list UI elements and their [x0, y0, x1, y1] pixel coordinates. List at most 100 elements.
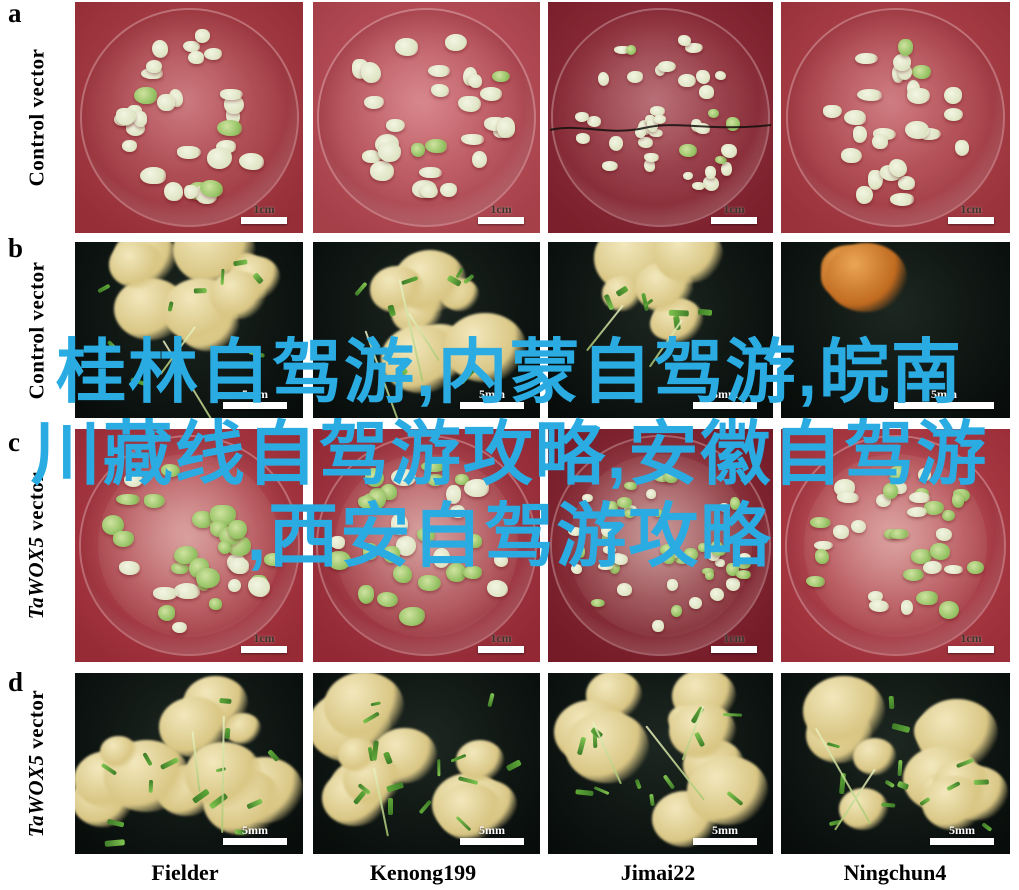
scale-bar: 5mm	[460, 824, 524, 845]
callus-clump	[897, 38, 913, 56]
scale-bar-line	[460, 838, 524, 845]
callus-clump	[626, 70, 643, 83]
green-shoot	[418, 799, 432, 814]
callus-clump	[576, 546, 586, 559]
callus-clump	[844, 110, 866, 126]
callus-clump	[173, 545, 198, 564]
callus-clump	[208, 598, 223, 610]
callus-mass	[324, 673, 404, 741]
callus-clump	[624, 481, 637, 490]
callus-clump	[806, 575, 825, 587]
callus-clump	[115, 494, 141, 506]
scale-bar-label: 1cm	[960, 202, 982, 216]
callus-clump	[841, 147, 863, 164]
callus-clump	[363, 95, 384, 109]
photo-panel-a-jimai22: 1cm	[548, 2, 773, 233]
green-shoot	[106, 339, 117, 351]
callus-clump	[867, 170, 883, 190]
green-shoot	[634, 778, 642, 790]
scale-bar-label: 1cm	[960, 631, 982, 645]
green-shoot	[888, 695, 895, 710]
photo-panel-a-ningchun4: 1cm	[781, 2, 1010, 233]
callus-clump	[910, 548, 933, 564]
callus-clump	[720, 161, 732, 176]
callus-clump	[682, 172, 693, 181]
callus-clump	[907, 87, 931, 104]
callus-clump	[954, 140, 970, 156]
callus-clump	[715, 70, 727, 80]
scale-bar-line	[711, 646, 757, 653]
callus-clump	[684, 548, 699, 562]
green-shoot	[354, 281, 368, 296]
scale-bar-label: 1cm	[490, 202, 512, 216]
callus-clump	[416, 528, 435, 542]
callus-clump	[617, 583, 633, 596]
callus-mass	[803, 676, 886, 747]
scale-bar-line	[478, 646, 524, 653]
callus-clump	[263, 553, 284, 567]
green-shoot	[884, 779, 895, 788]
green-shoot	[891, 722, 911, 733]
callus-clump	[814, 548, 830, 565]
callus-clump	[377, 142, 401, 163]
stray-hair-line	[549, 124, 772, 132]
callus-clump	[587, 116, 601, 128]
callus-clump	[869, 600, 889, 613]
scale-bar: 5mm	[894, 388, 994, 409]
callus-clump	[832, 524, 850, 539]
callus-clump	[635, 126, 646, 139]
callus-clump	[361, 62, 382, 83]
callus-clump	[567, 526, 583, 537]
row-label-text: vector	[24, 689, 49, 755]
callus-clump	[730, 497, 741, 511]
callus-clump	[809, 516, 831, 528]
green-shoot	[506, 759, 522, 772]
callus-clump	[889, 529, 910, 540]
scale-bar-label: 5mm	[931, 387, 957, 401]
callus-clump	[892, 53, 912, 72]
callus-clump	[418, 575, 442, 592]
callus-clump	[691, 181, 705, 190]
scale-bar-line	[930, 838, 994, 845]
scale-bar: 1cm	[241, 632, 287, 653]
callus-clump	[725, 578, 740, 591]
callus-clump	[951, 492, 965, 508]
callus-clump	[431, 84, 449, 97]
callus-clump	[659, 544, 676, 556]
callus-clump	[427, 64, 450, 78]
green-shoot	[897, 759, 903, 776]
column-label-kenong199: Kenong199	[369, 860, 477, 885]
green-shoot	[193, 287, 207, 293]
callus-clump	[851, 520, 866, 534]
callus-clump	[648, 128, 664, 138]
callus-clump	[496, 117, 516, 139]
column-label-fielder: Fielder	[151, 860, 219, 885]
petri-dish	[318, 437, 535, 654]
callus-clump	[715, 558, 726, 568]
callus-clump	[938, 600, 960, 619]
callus-clump	[581, 493, 593, 503]
callus-clump	[419, 166, 442, 179]
callus-clump	[720, 143, 737, 159]
panel-letter-c: c	[8, 427, 20, 457]
callus-clump	[390, 468, 416, 487]
seedling-stem	[162, 339, 226, 418]
callus-clump	[364, 467, 385, 488]
callus-clump	[735, 570, 751, 580]
callus-clump	[601, 524, 614, 537]
callus-clump	[609, 559, 620, 574]
callus-clump	[718, 502, 730, 512]
photo-panel-d-jimai22: 5mm	[548, 673, 773, 854]
callus-clump	[638, 137, 654, 149]
callus-clump	[644, 158, 655, 172]
scale-bar-label: 1cm	[723, 202, 745, 216]
callus-clump	[183, 40, 200, 52]
callus-clump	[674, 554, 689, 564]
callus-clump	[597, 72, 609, 87]
callus-mass	[444, 312, 526, 383]
row-label-control-vector-a: Control vector	[14, 2, 60, 233]
row-label-tawox5-vector-d: TaWOX5 vector	[14, 673, 60, 854]
callus-clump	[677, 73, 696, 88]
callus-clump	[140, 67, 164, 80]
scale-bar-label: 1cm	[723, 631, 745, 645]
